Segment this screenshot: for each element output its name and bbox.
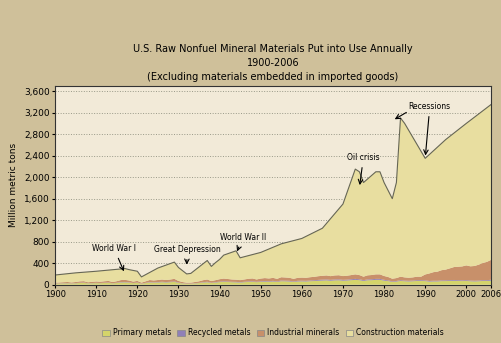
Title: U.S. Raw Nonfuel Mineral Materials Put into Use Annually
1900-2006
(Excluding ma: U.S. Raw Nonfuel Mineral Materials Put i…: [133, 44, 413, 82]
Legend: Primary metals, Recycled metals, Industrial minerals, Construction materials: Primary metals, Recycled metals, Industr…: [99, 326, 447, 341]
Text: Recessions: Recessions: [409, 102, 451, 154]
Text: Great Depression: Great Depression: [154, 245, 220, 263]
Y-axis label: Million metric tons: Million metric tons: [9, 143, 18, 227]
Text: World War I: World War I: [92, 244, 136, 270]
Text: Oil crisis: Oil crisis: [347, 153, 380, 184]
Text: World War II: World War II: [219, 233, 266, 250]
